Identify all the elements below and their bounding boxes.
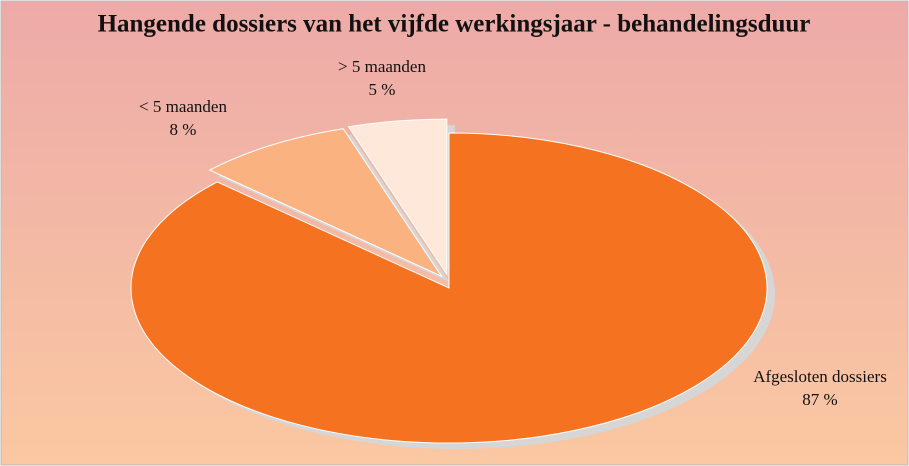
slice xyxy=(208,128,443,278)
slice-value: 87 % xyxy=(802,390,837,409)
slice xyxy=(347,118,448,276)
slice xyxy=(130,132,768,444)
slice-name: > 5 maanden xyxy=(338,57,426,76)
slice-value: 8 % xyxy=(170,120,197,139)
slice-name: Afgesloten dossiers xyxy=(753,367,887,386)
slice-value: 5 % xyxy=(369,80,396,99)
slice-name: < 5 maanden xyxy=(139,97,227,116)
chart-title: Hangende dossiers van het vijfde werking… xyxy=(98,11,811,38)
